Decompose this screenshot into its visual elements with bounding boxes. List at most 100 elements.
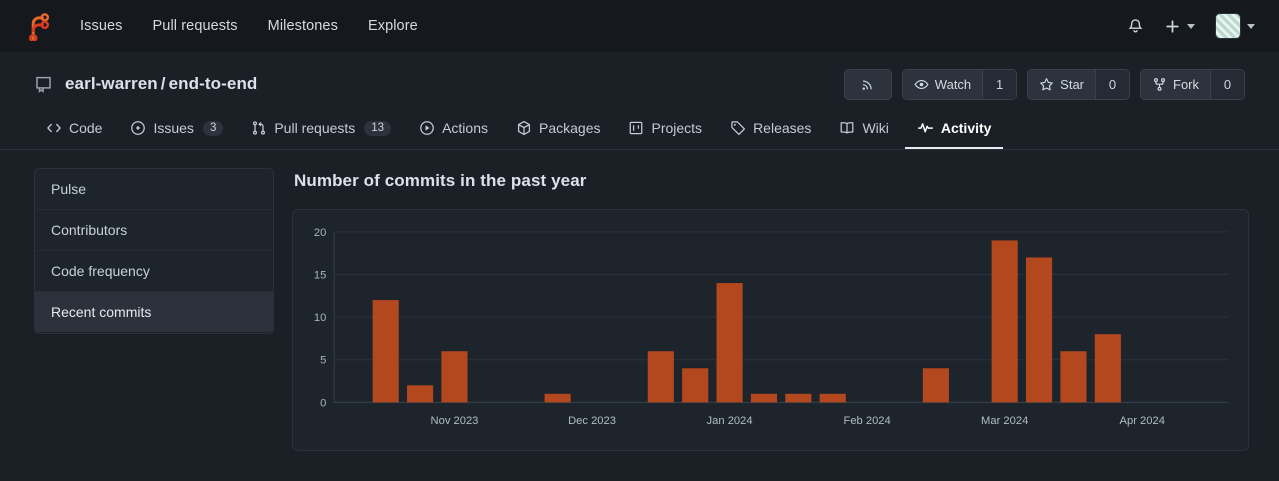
y-axis-tick: 10	[314, 312, 326, 324]
tab-actions[interactable]: Actions	[407, 111, 500, 149]
fork-label: Fork	[1173, 76, 1199, 92]
nav-link-pull-requests[interactable]: Pull requests	[152, 18, 238, 34]
repo-icon	[34, 75, 53, 94]
tab-activity-label: Activity	[940, 119, 992, 136]
activity-sidebar: Pulse Contributors Code frequency Recent…	[34, 168, 274, 334]
fork-button[interactable]: Fork	[1141, 69, 1210, 99]
y-axis-tick: 5	[320, 355, 326, 367]
repo-breadcrumb: earl-warren / end-to-end	[65, 74, 257, 94]
chart-bar[interactable]	[991, 240, 1018, 403]
fork-count[interactable]: 0	[1210, 69, 1244, 99]
sidebar-item-code-frequency[interactable]: Code frequency	[35, 251, 273, 292]
nav-link-explore[interactable]: Explore	[367, 18, 418, 34]
repo-header: earl-warren / end-to-end Watch	[0, 52, 1279, 150]
chart-bar[interactable]	[407, 385, 434, 403]
sidebar-item-pulse[interactable]: Pulse	[35, 169, 273, 210]
chart-bar[interactable]	[922, 368, 949, 403]
tab-packages[interactable]: Packages	[504, 111, 612, 149]
watch-label: Watch	[934, 76, 972, 92]
chart-bar[interactable]	[1094, 334, 1121, 403]
tab-projects-label: Projects	[651, 120, 703, 136]
star-button-group: Star 0	[1027, 68, 1130, 100]
tab-packages-label: Packages	[539, 120, 601, 136]
y-axis-tick: 20	[314, 227, 326, 239]
tab-code[interactable]: Code	[34, 111, 114, 149]
nav-link-milestones[interactable]: Milestones	[267, 18, 338, 34]
tab-releases[interactable]: Releases	[718, 111, 823, 149]
tab-projects[interactable]: Projects	[616, 111, 714, 149]
chart-bar[interactable]	[750, 393, 778, 403]
recent-commits-bar-chart[interactable]: 0 5 10 15 20 Nov 2023 Dec 2023 Jan 2024 Feb 2024…	[301, 220, 1236, 442]
bell-icon[interactable]	[1127, 18, 1144, 35]
git-pull-request-icon	[253, 121, 266, 135]
watch-button[interactable]: Watch	[902, 69, 983, 99]
chart-bar[interactable]	[1060, 351, 1087, 403]
repo-tabs: Code Issues 3 Pull requests 13 Actions	[34, 110, 1245, 149]
sidebar-item-contributors[interactable]: Contributors	[35, 210, 273, 251]
chart-bar[interactable]	[1026, 257, 1053, 403]
navbar-right-actions	[1127, 13, 1261, 39]
tab-actions-label: Actions	[442, 120, 488, 136]
chart-bar[interactable]	[544, 393, 571, 403]
rss-icon[interactable]	[843, 68, 892, 100]
fork-button-group: Fork 0	[1140, 68, 1245, 100]
repo-title[interactable]: end-to-end	[168, 74, 258, 93]
forgejo-logo-icon[interactable]	[22, 9, 56, 43]
pulse-icon	[917, 123, 933, 133]
page-title: Number of commits in the past year	[294, 171, 587, 190]
x-axis-tick: Apr 2024	[1120, 415, 1165, 427]
breadcrumb-separator: /	[160, 74, 166, 93]
chart-bar[interactable]	[647, 351, 674, 403]
plus-icon	[1166, 19, 1179, 33]
issue-opened-icon	[131, 121, 146, 135]
star-label: Star	[1060, 76, 1084, 92]
chart-bar[interactable]	[785, 393, 812, 403]
tab-wiki[interactable]: Wiki	[827, 111, 900, 149]
page-body: Pulse Contributors Code frequency Recent…	[0, 150, 1279, 451]
tab-pull-requests-count: 13	[364, 120, 392, 136]
chart-wrap: 0 5 10 15 20 Nov 2023 Dec 2023 Jan 2024 Feb 2024…	[301, 220, 1236, 442]
chart-bar[interactable]	[441, 351, 468, 403]
star-count[interactable]: 0	[1095, 69, 1129, 99]
watch-button-group: Watch 1	[901, 68, 1018, 100]
tab-issues[interactable]: Issues 3	[118, 111, 235, 149]
tab-pull-requests[interactable]: Pull requests 13	[239, 111, 403, 149]
x-axis-tick: Mar 2024	[981, 415, 1028, 427]
repo-title-row: earl-warren / end-to-end Watch	[34, 64, 1245, 104]
book-icon	[841, 122, 854, 134]
star-button[interactable]: Star	[1028, 69, 1095, 99]
chart-bar[interactable]	[716, 283, 743, 403]
star-icon	[1040, 77, 1054, 90]
avatar	[1215, 13, 1241, 39]
code-icon	[47, 123, 61, 133]
tab-code-label: Code	[69, 120, 103, 136]
chevron-down-icon	[1247, 23, 1255, 29]
eye-icon	[914, 79, 929, 89]
x-axis-tick: Dec 2023	[568, 415, 616, 427]
tab-issues-count: 3	[202, 120, 224, 136]
watch-count[interactable]: 1	[982, 69, 1017, 99]
repo-owner[interactable]: earl-warren	[65, 74, 158, 93]
project-icon	[630, 121, 643, 135]
chart-bar[interactable]	[819, 393, 846, 403]
user-menu[interactable]	[1215, 13, 1255, 39]
play-icon	[420, 121, 434, 135]
nav-link-issues[interactable]: Issues	[80, 18, 123, 34]
chart-bar[interactable]	[682, 368, 709, 403]
tab-releases-label: Releases	[753, 120, 812, 136]
sidebar-item-recent-commits[interactable]: Recent commits	[35, 292, 273, 332]
repo-actions: Watch 1 Star 0 Fo	[843, 68, 1245, 100]
activity-content: Number of commits in the past year 0 5 10 1…	[292, 168, 1249, 451]
tab-issues-label: Issues	[153, 120, 194, 136]
create-new-menu[interactable]	[1164, 18, 1195, 35]
tab-pull-requests-label: Pull requests	[274, 120, 356, 136]
primary-nav: Issues Pull requests Milestones Explore	[80, 18, 418, 34]
chart-bar[interactable]	[372, 300, 399, 403]
tab-activity[interactable]: Activity	[904, 110, 1004, 149]
x-axis-tick: Jan 2024	[707, 415, 753, 427]
x-axis-tick: Feb 2024	[844, 415, 891, 427]
tab-wiki-label: Wiki	[862, 120, 889, 136]
x-axis-tick: Nov 2023	[431, 415, 479, 427]
package-icon	[517, 120, 531, 136]
y-axis-tick: 15	[314, 269, 326, 281]
